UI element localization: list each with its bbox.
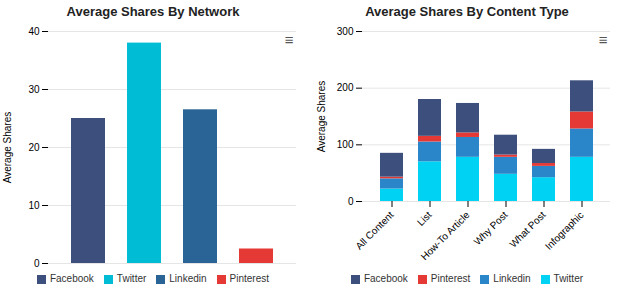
html-text:Facebook: Facebook	[49, 273, 94, 284]
svg-text:How-To Article: How-To Article	[419, 209, 472, 262]
svg-text:100: 100	[337, 139, 354, 150]
svg-text:What Post: What Post	[507, 209, 548, 250]
html-text:Pinterest: Pinterest	[430, 273, 471, 284]
svg-text:20: 20	[28, 142, 40, 153]
html-text:Twitter: Twitter	[553, 273, 583, 284]
svg-text:200: 200	[337, 82, 354, 93]
html-text:Linkedin: Linkedin	[169, 273, 207, 284]
svg-text:300: 300	[337, 26, 354, 37]
svg-text:Average Shares: Average Shares	[2, 112, 13, 184]
svg-text:Average Shares: Average Shares	[316, 81, 327, 153]
svg-text:≡: ≡	[285, 31, 294, 48]
svg-text:List: List	[415, 209, 434, 228]
html-text:Facebook: Facebook	[363, 273, 408, 284]
svg-text:Why Post: Why Post	[472, 209, 510, 247]
svg-text:40: 40	[28, 26, 40, 37]
svg-text:0: 0	[34, 258, 40, 269]
svg-text:30: 30	[28, 84, 40, 95]
svg-text:All Content: All Content	[353, 209, 396, 252]
html-text:Average Shares By Network: Average Shares By Network	[66, 4, 240, 19]
svg-text:0: 0	[348, 196, 354, 207]
svg-text:10: 10	[28, 200, 40, 211]
svg-text:Infographic: Infographic	[543, 209, 586, 252]
html-text:Average Shares By Content Type: Average Shares By Content Type	[365, 4, 569, 19]
html-text:Linkedin: Linkedin	[493, 273, 531, 284]
svg-text:≡: ≡	[599, 31, 608, 48]
html-text:Pinterest: Pinterest	[229, 273, 269, 284]
html-text:Twitter: Twitter	[116, 273, 147, 284]
